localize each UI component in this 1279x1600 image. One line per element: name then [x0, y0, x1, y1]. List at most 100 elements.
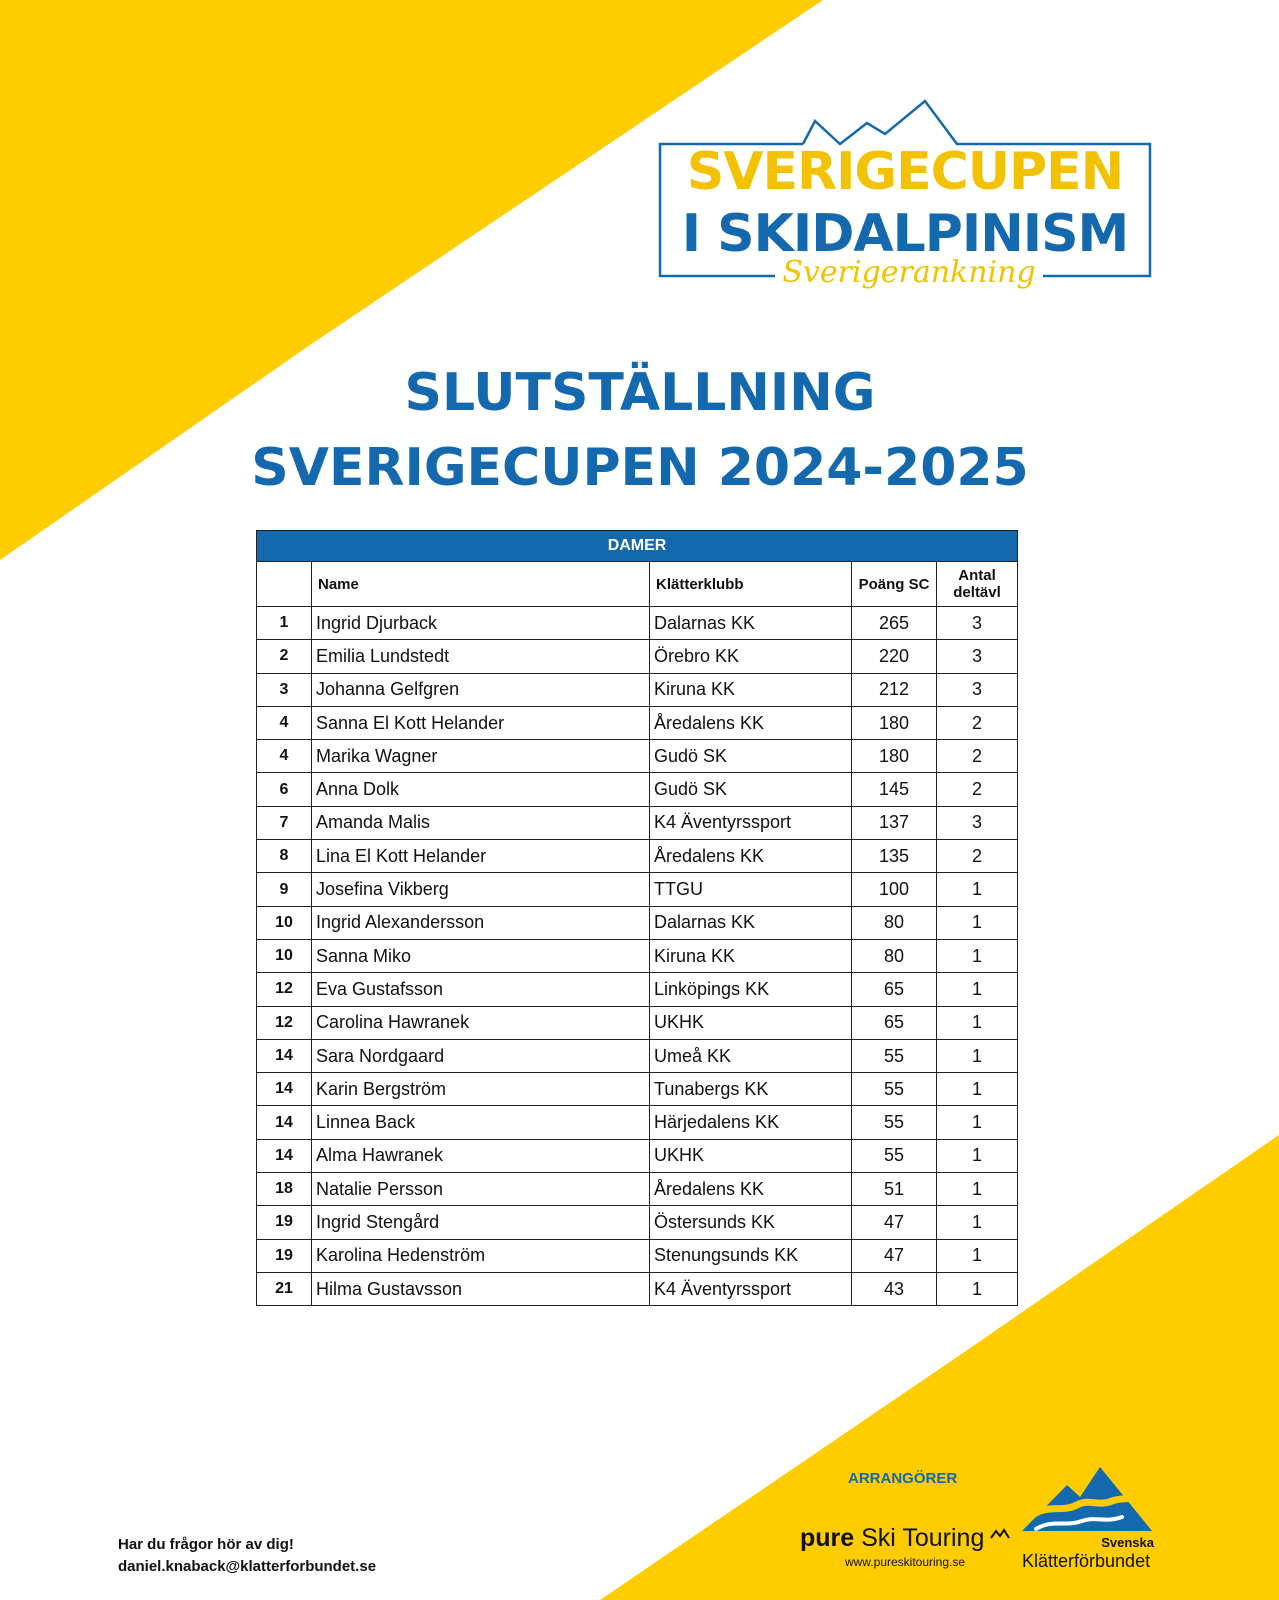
pure-brand-rest: Ski Touring: [854, 1524, 985, 1552]
title-line2: SVERIGECUPEN 2024-2025: [251, 438, 1029, 498]
rank-cell: 18: [256, 1172, 312, 1207]
rank-cell: 19: [256, 1238, 312, 1273]
table-row: 14 Linnea Back Härjedalens KK 55 1: [256, 1105, 1019, 1140]
name-cell: Johanna Gelfgren: [311, 672, 650, 707]
rank-cell: 19: [256, 1205, 312, 1240]
skf-line2: Klätterförbundet: [1022, 1551, 1151, 1571]
section-title: DAMER: [255, 530, 1019, 562]
club-cell: UKHK: [649, 1005, 852, 1040]
count-cell: 3: [935, 805, 1019, 841]
rank-cell: 1: [256, 605, 312, 641]
rank-cell: 8: [256, 839, 312, 874]
club-cell: Stenungsunds KK: [649, 1238, 852, 1273]
points-cell: 180: [851, 739, 937, 774]
club-cell: Åredalens KK: [649, 705, 852, 741]
contact-email[interactable]: daniel.knaback@klatterforbundet.se: [118, 1558, 377, 1575]
points-cell: 51: [851, 1172, 937, 1207]
name-cell: Sara Nordgaard: [311, 1038, 650, 1074]
table-row: 21 Hilma Gustavsson K4 Äventyrssport 43 1: [256, 1271, 1019, 1307]
points-cell: 100: [851, 872, 937, 907]
table-row: 8 Lina El Kott Helander Åredalens KK 135 2: [256, 839, 1019, 874]
name-cell: Ingrid Alexandersson: [311, 905, 650, 940]
header-club: Klätterklubb: [649, 561, 852, 607]
header-points: Poäng SC: [851, 561, 937, 607]
club-cell: Dalarnas KK: [649, 905, 852, 940]
logo-frame: [658, 99, 1152, 278]
club-cell: Gudö SK: [649, 772, 852, 807]
table-body: 1 Ingrid Djurback Dalarnas KK 265 3 2 Emilia L…: [256, 605, 1019, 1307]
name-cell: Karolina Hedenström: [311, 1238, 650, 1273]
count-cell: 2: [935, 839, 1019, 874]
rank-cell: 9: [256, 872, 312, 907]
mountain-wave-icon: [1022, 1467, 1152, 1531]
rank-cell: 3: [256, 672, 312, 707]
points-cell: 47: [851, 1238, 937, 1273]
header-count-line1: Antal: [958, 567, 996, 584]
count-cell: 1: [935, 1072, 1019, 1107]
points-cell: 135: [851, 839, 937, 874]
table-row: 19 Karolina Hedenström Stenungsunds KK 47 1: [256, 1238, 1019, 1273]
count-cell: 3: [935, 639, 1019, 674]
points-cell: 65: [851, 1005, 937, 1040]
points-cell: 137: [851, 805, 937, 841]
name-cell: Karin Bergström: [311, 1072, 650, 1107]
table-header-row: Name Klätterklubb Poäng SC Antal deltävl: [256, 561, 1019, 607]
header-count: Antal deltävl: [935, 561, 1019, 607]
count-cell: 2: [935, 739, 1019, 774]
pure-brand-name: pure Ski Touring: [800, 1524, 1010, 1553]
points-cell: 55: [851, 1038, 937, 1074]
club-cell: Linköpings KK: [649, 972, 852, 1007]
points-cell: 180: [851, 705, 937, 741]
club-cell: Åredalens KK: [649, 839, 852, 874]
name-cell: Ingrid Stengård: [311, 1205, 650, 1240]
rank-cell: 7: [256, 805, 312, 841]
results-table: DAMER Name Klätterklubb Poäng SC Antal d…: [255, 530, 1019, 1307]
klatterforbundet-logo: Svenska Klätterförbundet: [1018, 1465, 1158, 1580]
skf-line1: Svenska: [1101, 1535, 1154, 1550]
header-rank: [256, 561, 312, 607]
rank-cell: 12: [256, 972, 312, 1007]
table-row: 2 Emilia Lundstedt Örebro KK 220 3: [256, 639, 1019, 674]
count-cell: 1: [935, 1238, 1019, 1273]
points-cell: 65: [851, 972, 937, 1007]
logo-tagline: Sverigerankning: [775, 258, 1043, 288]
table-row: 14 Karin Bergström Tunabergs KK 55 1: [256, 1072, 1019, 1107]
table-row: 4 Sanna El Kott Helander Åredalens KK 180 2: [256, 705, 1019, 741]
name-cell: Marika Wagner: [311, 739, 650, 774]
header-count-line2: deltävl: [953, 584, 1001, 601]
table-row: 14 Alma Hawranek UKHK 55 1: [256, 1138, 1019, 1174]
points-cell: 212: [851, 672, 937, 707]
club-cell: K4 Äventyrssport: [649, 1271, 852, 1307]
table-row: 12 Eva Gustafsson Linköpings KK 65 1: [256, 972, 1019, 1007]
name-cell: Sanna El Kott Helander: [311, 705, 650, 741]
points-cell: 55: [851, 1105, 937, 1140]
club-cell: Åredalens KK: [649, 1172, 852, 1207]
pure-brand-bold: pure: [800, 1524, 855, 1552]
rank-cell: 2: [256, 639, 312, 674]
count-cell: 1: [935, 1172, 1019, 1207]
count-cell: 1: [935, 1205, 1019, 1240]
title-line1: SLUTSTÄLLNING: [404, 363, 876, 423]
rank-cell: 14: [256, 1038, 312, 1074]
table-row: 18 Natalie Persson Åredalens KK 51 1: [256, 1172, 1019, 1207]
points-cell: 80: [851, 905, 937, 940]
count-cell: 2: [935, 772, 1019, 807]
table-row: 6 Anna Dolk Gudö SK 145 2: [256, 772, 1019, 807]
points-cell: 43: [851, 1271, 937, 1307]
rank-cell: 10: [256, 905, 312, 940]
club-cell: Umeå KK: [649, 1038, 852, 1074]
points-cell: 220: [851, 639, 937, 674]
rank-cell: 14: [256, 1105, 312, 1140]
rank-cell: 21: [256, 1271, 312, 1307]
name-cell: Anna Dolk: [311, 772, 650, 807]
club-cell: Östersunds KK: [649, 1205, 852, 1240]
name-cell: Sanna Miko: [311, 938, 650, 974]
points-cell: 55: [851, 1072, 937, 1107]
club-cell: Tunabergs KK: [649, 1072, 852, 1107]
name-cell: Amanda Malis: [311, 805, 650, 841]
club-cell: Dalarnas KK: [649, 605, 852, 641]
pure-url[interactable]: www.pureskitouring.se: [844, 1555, 966, 1569]
table-row: 10 Ingrid Alexandersson Dalarnas KK 80 1: [256, 905, 1019, 940]
name-cell: Hilma Gustavsson: [311, 1271, 650, 1307]
table-row: 4 Marika Wagner Gudö SK 180 2: [256, 739, 1019, 774]
